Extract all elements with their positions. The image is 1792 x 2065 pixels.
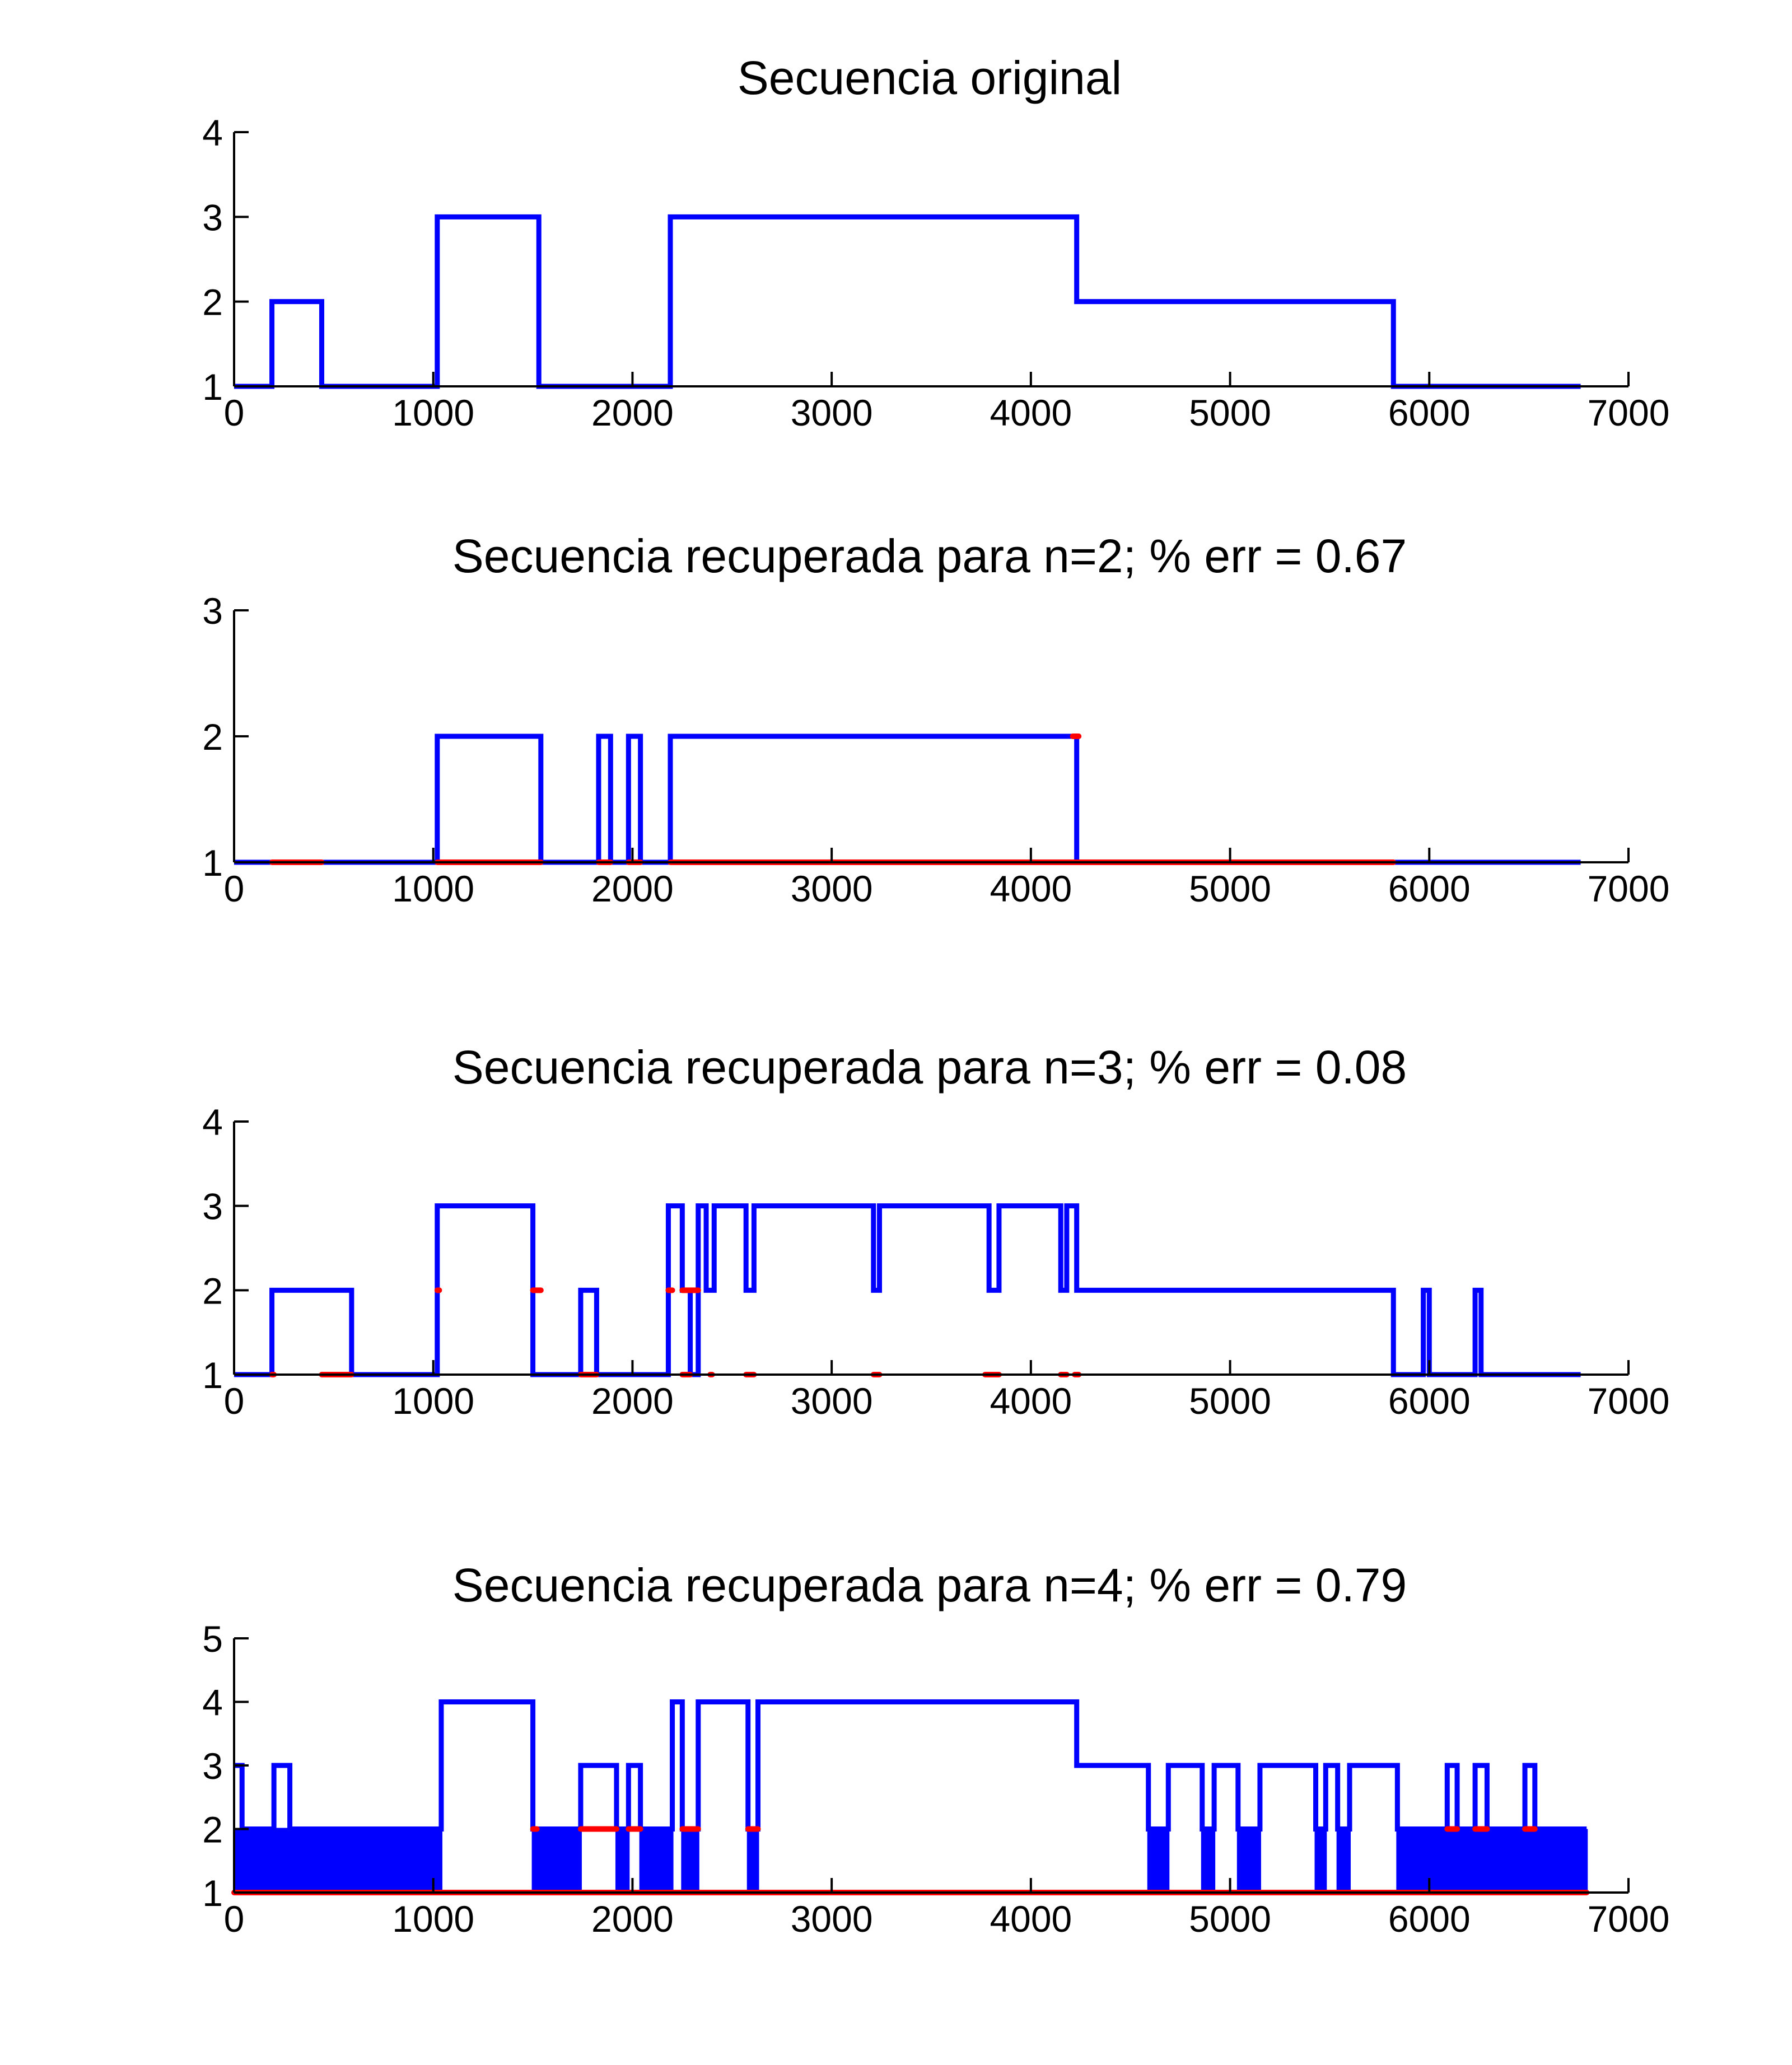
x-tick-label: 0	[224, 392, 245, 433]
subplot-title: Secuencia recuperada para n=3; % err = 0…	[452, 1041, 1407, 1094]
x-tick-label: 3000	[791, 392, 873, 433]
x-tick-label: 7000	[1588, 868, 1670, 909]
x-tick-label: 2000	[591, 392, 674, 433]
oscillation-band	[615, 1828, 630, 1894]
x-tick-label: 2000	[591, 1380, 674, 1422]
subplot-title: Secuencia recuperada para n=2; % err = 0…	[452, 530, 1407, 582]
series-line	[234, 214, 1581, 389]
oscillation-band	[1201, 1828, 1216, 1894]
series-line	[234, 1699, 1587, 1832]
x-tick-label: 3000	[791, 1380, 873, 1422]
y-tick-label: 5	[202, 1618, 223, 1660]
y-tick-label: 2	[202, 1270, 223, 1311]
x-tick-label: 6000	[1388, 1898, 1471, 1940]
x-tick-label: 1000	[392, 392, 474, 433]
x-tick-label: 1000	[392, 1380, 474, 1422]
oscillation-band	[1336, 1828, 1351, 1894]
oscillation-band	[1314, 1828, 1327, 1894]
subplot-2: Secuencia recuperada para n=2; % err = 0…	[202, 530, 1669, 909]
oscillation-band	[639, 1828, 674, 1894]
oscillation-band	[531, 1828, 582, 1894]
x-tick-label: 1000	[392, 868, 474, 909]
oscillation-band	[746, 1828, 759, 1894]
x-tick-label: 5000	[1189, 1898, 1271, 1940]
y-tick-label: 1	[202, 366, 223, 408]
x-tick-label: 0	[224, 1380, 245, 1422]
y-tick-label: 2	[202, 716, 223, 758]
x-tick-label: 6000	[1388, 392, 1471, 433]
oscillation-band	[1396, 1828, 1588, 1894]
x-tick-label: 7000	[1588, 1380, 1670, 1422]
y-tick-label: 3	[202, 1745, 223, 1787]
x-tick-label: 0	[224, 1898, 245, 1940]
subplot-title: Secuencia recuperada para n=4; % err = 0…	[452, 1559, 1407, 1611]
y-tick-label: 2	[202, 282, 223, 323]
subplot-title: Secuencia original	[738, 52, 1122, 104]
x-tick-label: 3000	[791, 868, 873, 909]
x-tick-label: 6000	[1388, 1380, 1471, 1422]
x-tick-label: 7000	[1588, 1898, 1670, 1940]
subplot-4: Secuencia recuperada para n=4; % err = 0…	[202, 1559, 1669, 1940]
x-tick-label: 7000	[1588, 392, 1670, 433]
subplot-3: Secuencia recuperada para n=3; % err = 0…	[202, 1041, 1669, 1422]
subplot-1: Secuencia original 0 1000 2000 3000 4000 5000…	[202, 52, 1669, 433]
x-tick-label: 2000	[591, 1898, 674, 1940]
x-tick-label: 4000	[990, 392, 1072, 433]
x-tick-label: 5000	[1189, 1380, 1271, 1422]
oscillation-band	[1147, 1828, 1170, 1894]
oscillation-band	[681, 1828, 699, 1894]
x-tick-label: 0	[224, 868, 245, 909]
y-tick-label: 1	[202, 842, 223, 884]
y-tick-label: 4	[202, 1101, 223, 1143]
x-tick-label: 4000	[990, 1380, 1072, 1422]
y-tick-label: 3	[202, 197, 223, 238]
y-tick-label: 4	[202, 112, 223, 153]
y-tick-label: 1	[202, 1354, 223, 1396]
oscillation-band	[1236, 1828, 1261, 1894]
x-tick-label: 6000	[1388, 868, 1471, 909]
x-tick-label: 1000	[392, 1898, 474, 1940]
y-tick-label: 3	[202, 1186, 223, 1227]
y-tick-label: 1	[202, 1872, 223, 1914]
x-tick-label: 5000	[1189, 868, 1271, 909]
x-tick-label: 2000	[591, 868, 674, 909]
x-tick-label: 4000	[990, 868, 1072, 909]
y-tick-label: 2	[202, 1809, 223, 1851]
x-tick-label: 4000	[990, 1898, 1072, 1940]
x-tick-label: 3000	[791, 1898, 873, 1940]
y-tick-label: 3	[202, 590, 223, 632]
x-tick-label: 5000	[1189, 392, 1271, 433]
series-line	[234, 734, 1581, 865]
y-tick-label: 4	[202, 1682, 223, 1723]
oscillation-band	[233, 1828, 442, 1894]
